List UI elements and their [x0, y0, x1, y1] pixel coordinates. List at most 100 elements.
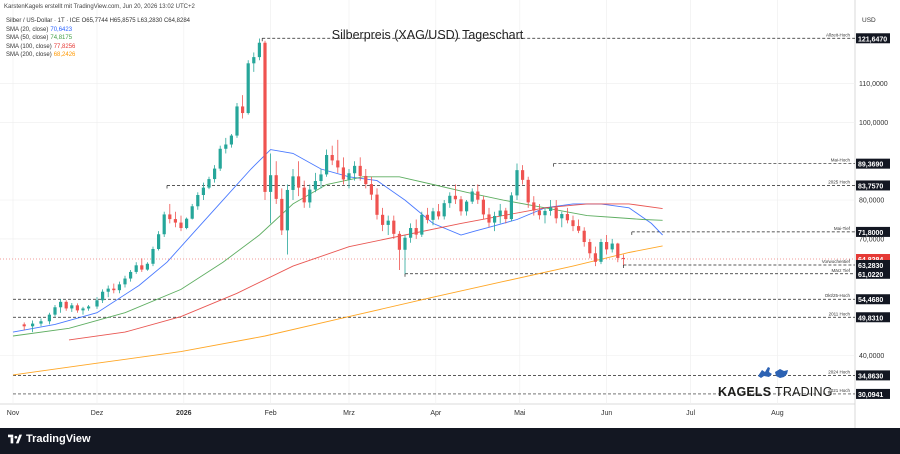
brand-name-bold: KAGELS — [718, 385, 772, 399]
brand-name-thin: TRADING — [774, 385, 833, 399]
candle — [442, 200, 446, 220]
candle — [588, 238, 592, 259]
candle — [185, 217, 189, 230]
candle — [319, 168, 323, 189]
price-tick-label: 80,0000 — [859, 198, 884, 205]
time-axis[interactable]: Nov Dez 2026 Feb Mrz Apr Mai Jun Jul Aug — [7, 410, 784, 417]
candle — [117, 281, 121, 294]
level-value: 54,4680 — [858, 297, 883, 304]
candle — [565, 207, 569, 224]
candle — [341, 157, 345, 185]
candle-body — [616, 243, 620, 258]
candle-body — [565, 214, 569, 221]
time-tick-label: Apr — [430, 410, 442, 417]
price-axis[interactable]: 110,0000 100,0000 80,0000 70,0000 40,0000 121… — [856, 33, 890, 399]
level-value: 83,7570 — [858, 183, 883, 190]
symbol-line[interactable]: Silber / US-Dollar · 1T · ICE O65,7744 H… — [6, 18, 190, 24]
candle-body — [358, 165, 362, 176]
candle-body — [179, 222, 183, 229]
candle-body — [145, 263, 149, 270]
candle-body — [218, 148, 222, 169]
candle — [610, 238, 614, 253]
candle-body — [571, 220, 575, 227]
tradingview-logo[interactable]: TradingView — [8, 433, 91, 445]
candle — [521, 165, 525, 185]
price-tick-label: 110,0000 — [859, 81, 888, 88]
candle — [280, 188, 284, 236]
candle — [465, 200, 469, 216]
candle-body — [515, 170, 519, 196]
candle — [493, 211, 497, 232]
level-name: Mai-Tief — [834, 226, 851, 231]
candle — [274, 161, 278, 204]
candle — [162, 211, 166, 237]
candle — [134, 262, 138, 274]
candle-body — [364, 175, 368, 185]
level-name: 2021 Hoch — [828, 388, 850, 393]
time-tick-label: Jun — [601, 410, 612, 417]
candle — [235, 102, 239, 138]
level-value: 71,8000 — [858, 230, 883, 237]
legend-label: SMA (100, close) — [6, 43, 52, 50]
time-tick-label: Nov — [7, 410, 20, 417]
legend-sma-50[interactable]: SMA (50, close) 74,8175 — [6, 34, 190, 43]
candle — [224, 137, 228, 154]
level-name: 2025 Hoch — [828, 179, 850, 184]
candle-body — [134, 265, 138, 272]
tradingview-logo-text: TradingView — [26, 433, 91, 445]
candle-body — [577, 226, 581, 231]
candle — [353, 161, 357, 181]
level-badge — [856, 388, 890, 399]
candle — [285, 184, 289, 255]
candle — [554, 200, 558, 224]
candle — [53, 304, 57, 317]
price-chart[interactable]: Allzeit-Hoch Mai-Hoch 2025 Hoch Mai-Tief Vor… — [0, 0, 900, 428]
candle — [616, 242, 620, 263]
legend-sma-200[interactable]: SMA (200, close) 68,2426 — [6, 51, 190, 60]
candle — [201, 182, 205, 201]
legend-value: 70,6423 — [50, 26, 73, 33]
legend-sma-20[interactable]: SMA (20, close) 70,6423 — [6, 26, 190, 35]
candle — [70, 303, 74, 312]
legend-label: SMA (50, close) — [6, 35, 49, 42]
candle — [252, 52, 256, 72]
candle — [549, 200, 553, 216]
level-value: 49,8310 — [858, 315, 883, 322]
level-badge — [856, 180, 890, 191]
bull-bear-logo — [758, 367, 788, 378]
candle — [381, 207, 385, 232]
candle — [476, 184, 480, 204]
candle-body — [246, 63, 250, 114]
candle-body — [101, 291, 105, 301]
candle — [81, 306, 85, 315]
sma-line — [12, 149, 663, 333]
candle — [75, 303, 79, 313]
candle-body — [381, 214, 385, 225]
candle — [151, 246, 155, 267]
candle-body — [22, 324, 26, 327]
candle — [347, 168, 351, 189]
candle-body — [106, 288, 110, 292]
candle-body — [190, 206, 194, 219]
candle-body — [493, 215, 497, 223]
legend-sma-100[interactable]: SMA (100, close) 77,8256 — [6, 43, 190, 52]
candle — [106, 285, 110, 298]
candle — [386, 215, 390, 236]
candle-body — [207, 179, 211, 188]
candle — [487, 207, 491, 228]
candle-body — [369, 184, 373, 195]
candle-body — [263, 42, 267, 192]
candle-body — [470, 191, 474, 202]
candle — [431, 207, 435, 226]
level-value: 61,0220 — [858, 272, 883, 279]
candle — [246, 60, 250, 115]
candle-body — [465, 201, 469, 212]
candle-body — [196, 195, 200, 207]
candle-body — [31, 323, 35, 327]
candle — [358, 157, 362, 181]
legend-value: 77,8256 — [53, 43, 76, 50]
candle-body — [431, 211, 435, 220]
candle-body — [448, 195, 452, 204]
candle — [313, 172, 317, 193]
last-price-badge — [856, 253, 890, 264]
